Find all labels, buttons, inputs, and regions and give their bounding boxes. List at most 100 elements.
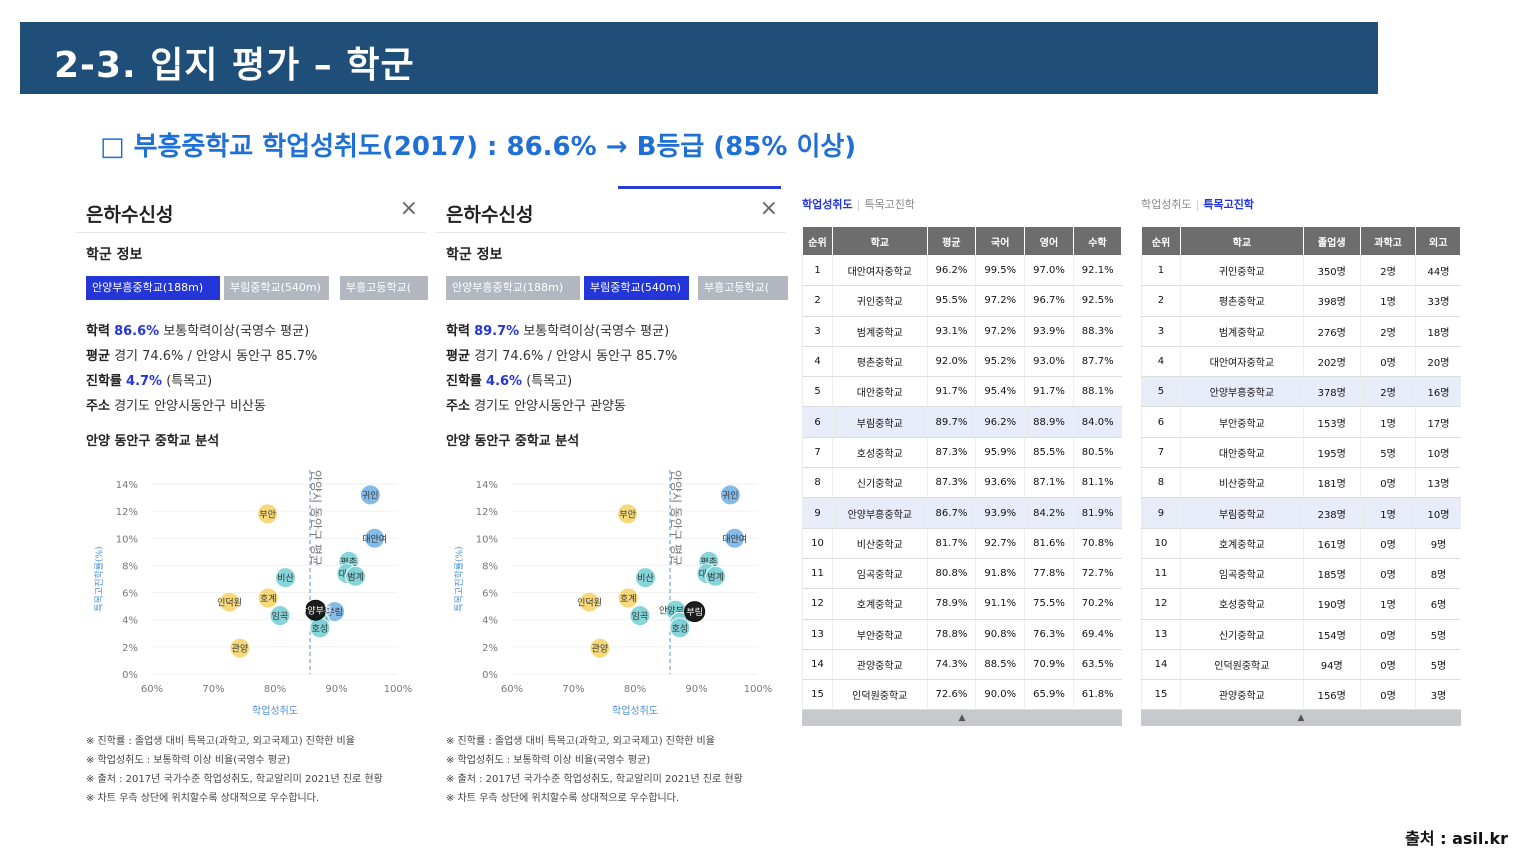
table-cell: 10 [801,528,833,559]
table-cell: 관양중학교 [1179,679,1304,711]
table-row: 6 부안중학교 153명 1명 17명 [1141,406,1461,438]
table-cell: 16명 [1415,376,1461,408]
table-cell: 0명 [1359,346,1416,378]
table-cell: 호계중학교 [832,588,928,620]
collapse-icon[interactable]: ▲ [1141,710,1461,727]
table-cell: 87.1% [1024,467,1074,499]
y-axis-label: 특목고진학률(%) [94,546,105,611]
table-row: 6 부림중학교 89.7% 96.2% 88.9% 84.0% [801,406,1122,438]
data-point [724,527,746,549]
section-title: 학군 정보 [446,247,503,263]
data-point-label: 호계 [260,593,277,605]
x-tick-label: 70% [562,684,584,695]
table-cell: 5명 [1359,437,1416,469]
tab-special-high[interactable]: 특목고진학 [864,198,915,211]
table-cell: 2 [1141,285,1181,317]
data-point [684,601,706,623]
table-cell: 15 [1141,679,1181,711]
note: ※ 진학률 : 졸업생 대비 특목고(과학고, 외고국제고) 진학한 비율 [446,736,715,747]
table-cell: 94명 [1302,649,1361,681]
table-cell: 0명 [1359,679,1416,711]
data-point-label: 임곡 [272,610,289,622]
table-cell: 185명 [1302,558,1361,590]
reference-line-label: 안양시 동안구 평균 [669,470,683,566]
y-tick-label: 10% [476,534,498,545]
school-tab-bugheung-middle[interactable]: 안양부흥중학교(188m) [86,276,220,300]
column-header: 졸업생 [1302,226,1361,256]
table-cell: 33명 [1415,285,1461,317]
table-cell: 3명 [1415,679,1461,711]
data-point-label: 범계 [347,571,364,583]
y-tick-label: 0% [482,670,498,681]
school-tab-bugheung-middle[interactable]: 안양부흥중학교(188m) [446,276,580,300]
table-row: 12 호성중학교 190명 1명 6명 [1141,588,1461,620]
table-cell: 대안중학교 [1179,437,1304,469]
table-cell: 호성중학교 [1179,588,1304,620]
table-cell: 153명 [1302,406,1361,438]
info-advancement: 진학률 4.6% (특목고) [446,370,572,389]
table-cell: 부안중학교 [1179,406,1304,438]
table-cell: 0명 [1359,649,1416,681]
x-tick-label: 90% [325,684,347,695]
label: 평균 [86,349,110,364]
data-point-label: 인덕원 [577,598,602,609]
tab-achievement[interactable]: 학업성취도 [802,198,853,211]
close-icon[interactable]: × [759,196,778,221]
table-row: 10 호계중학교 161명 0명 9명 [1141,528,1461,559]
desc: (특목고) [166,374,213,389]
tab-special-high[interactable]: 특목고진학 [1203,198,1254,211]
desc: 경기도 안양시동안구 비산동 [114,399,266,414]
data-point [669,617,691,639]
value: 4.7% [126,374,163,389]
desc: (특목고) [526,374,573,389]
desc: 경기 74.6% / 안양시 동안구 85.7% [474,349,678,364]
tab-achievement[interactable]: 학업성취도 [1141,198,1192,211]
close-icon[interactable]: × [399,196,418,221]
y-tick-label: 14% [476,480,498,491]
page-title: 2-3. 입지 평가 – 학군 [54,45,415,86]
school-tab-burim-middle[interactable]: 부림중학교(540m) [584,276,689,300]
table-cell: 76.3% [1024,619,1074,650]
table-cell: 85.5% [1024,437,1074,469]
table-cell: 75.5% [1024,588,1074,620]
school-tab-bugheung-high[interactable]: 부흥고등학교( [698,276,788,300]
table-cell: 10명 [1415,497,1461,529]
table-cell: 2 [801,285,833,317]
table-cell: 70.9% [1024,649,1074,681]
value: 4.6% [486,374,523,389]
column-header: 과학고 [1359,226,1417,256]
table-row: 9 안양부흥중학교 86.7% 93.9% 84.2% 81.9% [801,497,1122,529]
table-cell: 부림중학교 [832,406,928,438]
table-cell: 238명 [1302,497,1361,529]
table-cell: 87.7% [1072,346,1122,378]
data-point-label: 대안여 [722,533,747,545]
table-cell: 61.8% [1072,679,1122,711]
tab-separator: | [1195,198,1200,211]
data-point [578,591,600,613]
data-table: 순위 학교 평균 국어 영어 수학 1 대안여자중학교 96.2% 99.5% 97.0% 92.1%… [801,226,1123,711]
school-tab-burim-middle[interactable]: 부림중학교(540m) [224,276,329,300]
table-cell: 77.8% [1024,558,1074,590]
table-cell: 70.2% [1072,588,1122,620]
table-cell: 8 [1141,467,1181,499]
ranking-table-achievement: 학업성취도 | 특목고진학 순위 학교 평균 국어 영어 수학 1 대안여자중학교 96.2% 99.… [801,196,1123,727]
y-tick-label: 2% [122,643,138,654]
school-tab-bugheung-high[interactable]: 부흥고등학교( [340,276,428,300]
table-cell: 8명 [1415,558,1461,590]
table-cell: 1명 [1359,497,1416,529]
collapse-icon[interactable]: ▲ [802,710,1122,727]
table-tabs: 학업성취도 | 특목고진학 [1141,196,1461,226]
table-cell: 6 [801,406,833,438]
table-cell: 귀인중학교 [1179,255,1304,287]
label: 주소 [86,399,110,414]
table-cell: 92.0% [926,346,976,378]
table-cell: 93.6% [975,467,1025,499]
data-point-label: 인덕원 [217,598,242,609]
table-cell: 81.9% [1072,497,1122,529]
table-cell: 11 [801,558,833,590]
column-header: 순위 [801,226,834,256]
tab-separator: | [856,198,861,211]
table-cell: 1 [1141,255,1181,287]
analysis-title: 안양 동안구 중학교 분석 [446,434,580,449]
x-tick-label: 90% [685,684,707,695]
